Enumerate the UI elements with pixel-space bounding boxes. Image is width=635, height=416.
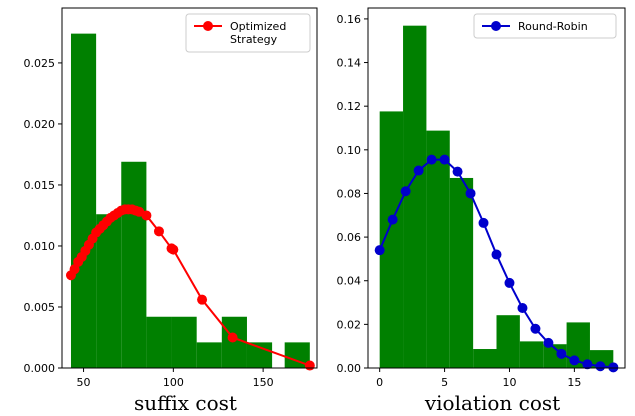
- series-point: [400, 186, 411, 197]
- legend-label: Round-Robin: [518, 20, 588, 33]
- x-tick-label: 100: [163, 376, 184, 389]
- y-tick-label: 0.10: [337, 144, 362, 157]
- series-point: [426, 154, 437, 165]
- axes-frame: [61, 7, 318, 369]
- series-point: [504, 277, 515, 288]
- series-point: [608, 362, 619, 373]
- series-point: [569, 355, 580, 366]
- y-tick-label: 0.16: [337, 13, 362, 26]
- series-point: [478, 217, 489, 228]
- histogram-bar: [379, 111, 404, 368]
- axes-frame: [367, 7, 626, 369]
- histogram-bar: [96, 214, 122, 368]
- series-point: [413, 165, 424, 176]
- histogram-bar: [519, 341, 544, 368]
- series-point: [304, 360, 315, 371]
- y-tick-label: 0.02: [337, 318, 362, 331]
- y-tick-label: 0.020: [24, 118, 56, 131]
- histogram-bar: [426, 130, 450, 368]
- series-point: [595, 361, 606, 372]
- y-tick-label: 0.08: [337, 187, 362, 200]
- histogram-bar: [496, 315, 520, 368]
- histogram-bar: [171, 316, 197, 368]
- x-tick-label: 15: [567, 376, 581, 389]
- series-point: [556, 348, 567, 359]
- series-point: [227, 332, 238, 343]
- series-point: [465, 188, 476, 199]
- histogram-bar: [146, 316, 172, 368]
- histogram-bar: [121, 161, 147, 368]
- series-point: [387, 214, 398, 225]
- series-point: [543, 337, 554, 348]
- x-tick-label: 0: [376, 376, 383, 389]
- series-point: [530, 323, 541, 334]
- y-tick-label: 0.14: [337, 57, 362, 70]
- histogram-bar: [196, 342, 222, 368]
- y-tick-label: 0.025: [24, 57, 56, 70]
- y-tick-label: 0.015: [24, 179, 56, 192]
- histogram-bar: [221, 316, 247, 368]
- histogram-bar: [246, 342, 273, 368]
- series-point: [141, 210, 152, 221]
- legend-label: Strategy: [230, 33, 278, 46]
- series-point: [452, 166, 463, 177]
- legend-box: [473, 13, 617, 39]
- y-tick-label: 0.010: [24, 240, 56, 253]
- x-axis-title: violation cost: [424, 391, 560, 415]
- series-point: [374, 245, 385, 256]
- legend-label: Optimized: [230, 20, 286, 33]
- y-tick-label: 0.000: [24, 362, 56, 375]
- series-point: [439, 154, 450, 165]
- histogram-bar: [403, 25, 427, 368]
- y-tick-label: 0.04: [337, 275, 362, 288]
- series-point: [517, 303, 528, 313]
- y-tick-label: 0.005: [24, 301, 56, 314]
- y-tick-label: 0.00: [337, 362, 362, 375]
- left-chart-panel: 50 100 150 0.000 0.005 0.010 0.015 0.020 0.025 su…: [24, 7, 318, 415]
- x-tick-label: 5: [441, 376, 448, 389]
- x-tick-label: 50: [77, 376, 91, 389]
- series-point: [168, 244, 179, 255]
- histogram-bar: [589, 350, 614, 368]
- series-point: [153, 226, 164, 237]
- x-tick-label: 150: [253, 376, 274, 389]
- y-tick-label: 0.12: [337, 100, 362, 113]
- legend-box: [185, 13, 311, 53]
- histogram-bar: [449, 177, 474, 368]
- legend-marker: [203, 21, 213, 31]
- x-tick-label: 10: [502, 376, 516, 389]
- right-chart-panel: 0 5 10 15 0.00 0.02 0.04 0.06 0.08 0.10 0.12 0.14 0.…: [337, 7, 626, 415]
- series-point: [491, 249, 502, 260]
- series-point: [582, 359, 593, 370]
- series-point: [197, 294, 208, 305]
- histogram-bar: [473, 349, 497, 368]
- x-axis-title: suffix cost: [134, 391, 237, 415]
- legend-marker: [491, 21, 501, 31]
- y-tick-label: 0.06: [337, 231, 362, 244]
- histogram-bar: [70, 33, 97, 369]
